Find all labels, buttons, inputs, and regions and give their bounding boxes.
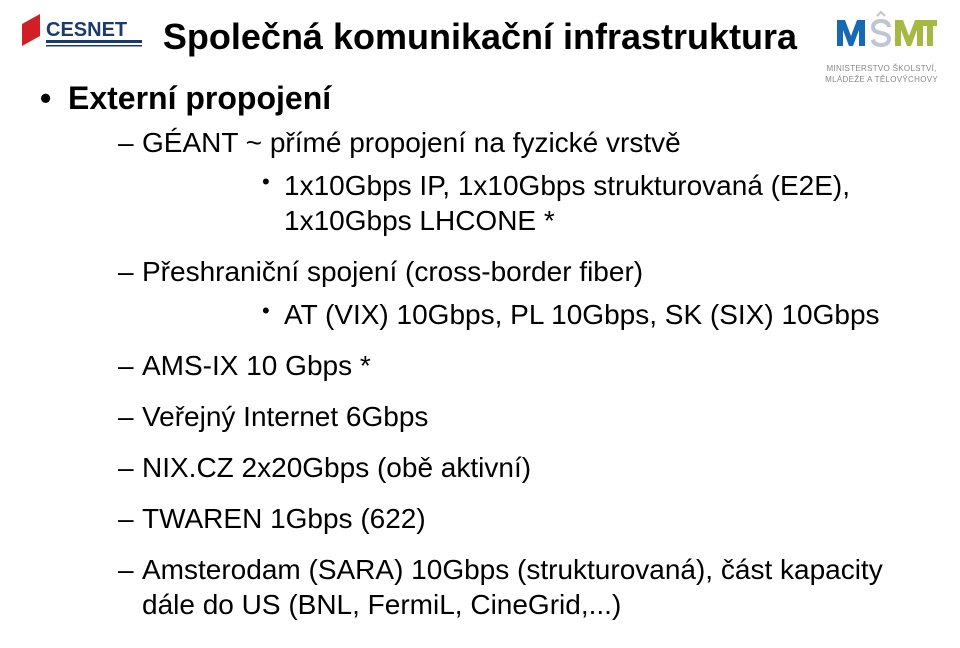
bullet-twaren: TWAREN 1Gbps (622) (118, 501, 920, 536)
bullet-amsix: AMS-IX 10 Gbps * (118, 348, 920, 383)
slide: CESNET MINISTERSTVO ŠKOLSTVÍ, MLÁDEŽE A … (0, 0, 960, 648)
bullet-nix: NIX.CZ 2x20Gbps (obě aktivní) (118, 450, 920, 485)
slide-content: Externí propojení GÉANT ~ přímé propojen… (40, 80, 920, 638)
bullet-public: Veřejný Internet 6Gbps (118, 399, 920, 434)
bullet-geant-text: GÉANT ~ přímé propojení na fyzické vrstv… (142, 127, 681, 158)
bullet-crossborder-sub1: AT (VIX) 10Gbps, PL 10Gbps, SK (SIX) 10G… (262, 297, 920, 332)
msmt-text-line1: MINISTERSTVO ŠKOLSTVÍ, (825, 65, 938, 74)
bullet-sara: Amsterodam (SARA) 10Gbps (strukturovaná)… (118, 552, 920, 622)
bullet-l1-text: Externí propojení (68, 80, 331, 116)
bullet-crossborder: Přeshraniční spojení (cross-border fiber… (118, 254, 920, 332)
bullet-crossborder-text: Přeshraniční spojení (cross-border fiber… (142, 256, 643, 287)
slide-title: Společná komunikační infrastruktura (0, 16, 960, 58)
bullet-geant: GÉANT ~ přímé propojení na fyzické vrstv… (118, 125, 920, 238)
bullet-geant-sub1: 1x10Gbps IP, 1x10Gbps strukturovaná (E2E… (262, 168, 920, 238)
bullet-l1: Externí propojení GÉANT ~ přímé propojen… (40, 80, 920, 622)
